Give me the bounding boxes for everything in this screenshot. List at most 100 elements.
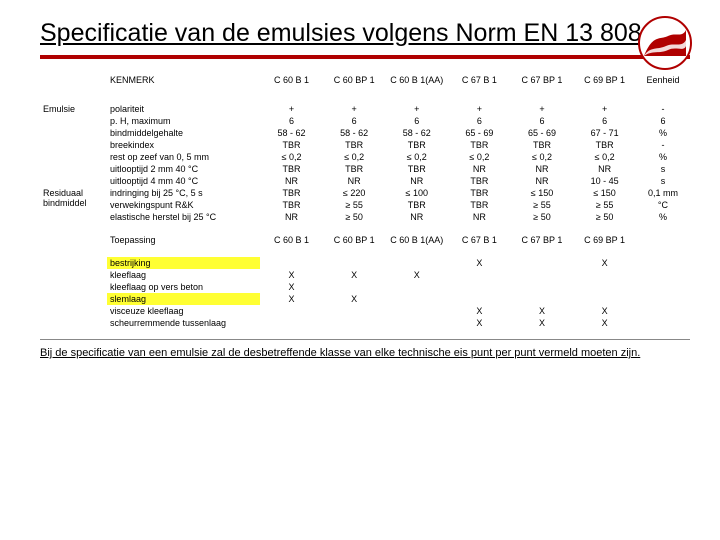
spec-value: 58 - 62: [323, 127, 386, 139]
spec-value: 67 - 71: [573, 127, 636, 139]
application-label: slemlaag: [107, 293, 260, 305]
unit: s: [636, 163, 690, 175]
application-mark: X: [385, 269, 448, 281]
unit: °C: [636, 199, 690, 211]
application-mark: X: [573, 305, 636, 317]
spec-value: NR: [448, 211, 511, 223]
property-label: uitlooptijd 2 mm 40 °C: [107, 163, 260, 175]
spec-value: TBR: [260, 163, 323, 175]
property-label: indringing bij 25 °C, 5 s: [107, 187, 260, 199]
property-label: verwekingspunt R&K: [107, 199, 260, 211]
spec-value: 6: [448, 115, 511, 127]
property-label: polariteit: [107, 103, 260, 115]
spec-value: +: [385, 103, 448, 115]
spec-value: TBR: [448, 175, 511, 187]
col-product: C 60 BP 1: [323, 229, 386, 251]
col-product: C 60 B 1(AA): [385, 229, 448, 251]
spec-value: TBR: [260, 187, 323, 199]
application-mark: [511, 257, 574, 269]
spec-value: 6: [511, 115, 574, 127]
spec-value: NR: [385, 211, 448, 223]
spec-value: ≤ 150: [511, 187, 574, 199]
spec-value: ≤ 0,2: [448, 151, 511, 163]
col-product: C 69 BP 1: [573, 69, 636, 91]
property-label: rest op zeef van 0, 5 mm: [107, 151, 260, 163]
spec-value: 65 - 69: [448, 127, 511, 139]
spec-value: NR: [511, 163, 574, 175]
spec-value: +: [573, 103, 636, 115]
application-label: kleeflaag: [107, 269, 260, 281]
spec-value: TBR: [323, 139, 386, 151]
application-label: bestrijking: [107, 257, 260, 269]
application-mark: [448, 281, 511, 293]
col-product: C 67 B 1: [448, 69, 511, 91]
application-mark: [511, 269, 574, 281]
unit: %: [636, 211, 690, 223]
application-mark: X: [573, 317, 636, 329]
col-product: C 60 B 1: [260, 69, 323, 91]
spec-value: ≤ 150: [573, 187, 636, 199]
application-label: kleeflaag op vers beton: [107, 281, 260, 293]
application-mark: [448, 293, 511, 305]
spec-value: 65 - 69: [511, 127, 574, 139]
spec-value: +: [448, 103, 511, 115]
application-mark: [573, 281, 636, 293]
application-mark: [573, 269, 636, 281]
application-mark: X: [323, 293, 386, 305]
application-mark: [385, 293, 448, 305]
spec-value: NR: [511, 175, 574, 187]
application-mark: [260, 305, 323, 317]
spec-value: TBR: [260, 139, 323, 151]
spec-value: TBR: [448, 139, 511, 151]
category-label: Residuaal bindmiddel: [40, 187, 107, 223]
spec-value: TBR: [385, 199, 448, 211]
spec-value: NR: [448, 163, 511, 175]
col-product: C 67 BP 1: [511, 69, 574, 91]
spec-value: 10 - 45: [573, 175, 636, 187]
spec-value: ≥ 50: [511, 211, 574, 223]
spec-value: 6: [385, 115, 448, 127]
application-mark: [385, 281, 448, 293]
application-mark: [323, 317, 386, 329]
application-mark: [323, 281, 386, 293]
property-label: breekindex: [107, 139, 260, 151]
spec-value: ≤ 0,2: [260, 151, 323, 163]
spec-value: TBR: [260, 199, 323, 211]
property-label: elastische herstel bij 25 °C: [107, 211, 260, 223]
spec-value: ≤ 0,2: [511, 151, 574, 163]
unit: %: [636, 127, 690, 139]
spec-value: ≤ 100: [385, 187, 448, 199]
unit: -: [636, 103, 690, 115]
application-label: scheurremmende tussenlaag: [107, 317, 260, 329]
spec-value: TBR: [573, 139, 636, 151]
spec-value: NR: [385, 175, 448, 187]
application-mark: X: [573, 257, 636, 269]
col-toepassing: Toepassing: [107, 229, 260, 251]
spec-value: ≥ 50: [573, 211, 636, 223]
spec-value: 58 - 62: [385, 127, 448, 139]
slide-title: Specificatie van de emulsies volgens Nor…: [40, 18, 690, 49]
application-mark: X: [448, 317, 511, 329]
col-product: C 60 BP 1: [323, 69, 386, 91]
spec-value: ≥ 50: [323, 211, 386, 223]
spec-value: +: [511, 103, 574, 115]
unit: %: [636, 151, 690, 163]
col-product: C 60 B 1: [260, 229, 323, 251]
unit: -: [636, 139, 690, 151]
application-mark: X: [260, 281, 323, 293]
application-mark: X: [511, 317, 574, 329]
application-mark: [385, 317, 448, 329]
spec-value: 6: [573, 115, 636, 127]
spec-value: 6: [260, 115, 323, 127]
application-mark: [260, 317, 323, 329]
footnote: Bij de specificatie van een emulsie zal …: [40, 339, 690, 361]
spec-value: TBR: [385, 139, 448, 151]
unit: 6: [636, 115, 690, 127]
spec-value: TBR: [511, 139, 574, 151]
spec-value: ≤ 0,2: [573, 151, 636, 163]
application-mark: X: [323, 269, 386, 281]
spec-value: ≤ 0,2: [385, 151, 448, 163]
property-label: p. H, maximum: [107, 115, 260, 127]
application-mark: [511, 281, 574, 293]
application-mark: X: [448, 305, 511, 317]
